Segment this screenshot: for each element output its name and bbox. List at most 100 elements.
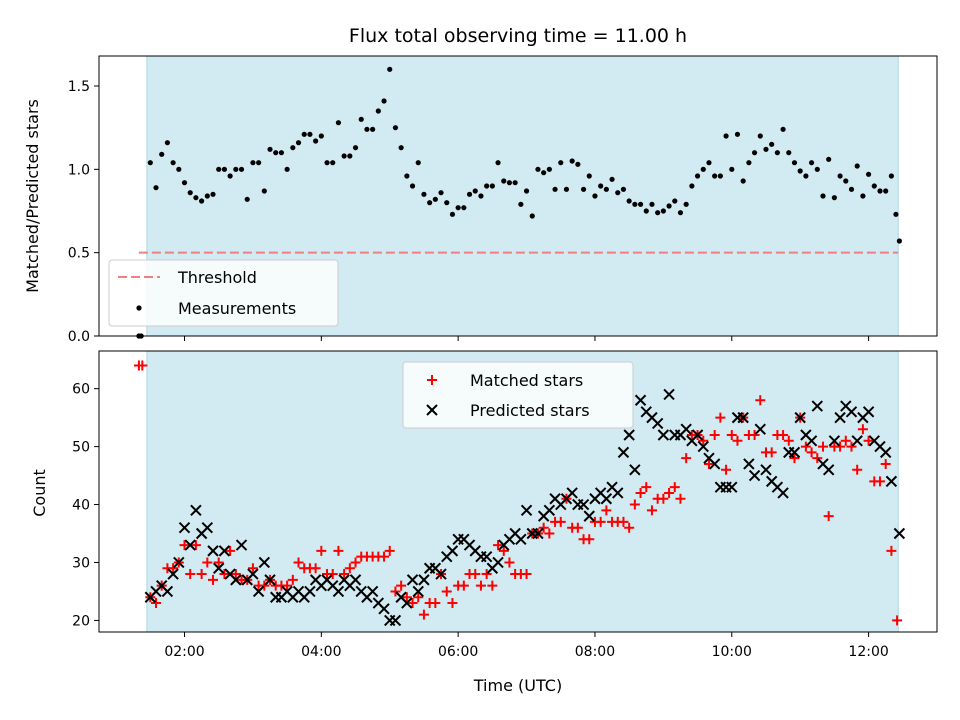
predicted-star-point [851,435,863,447]
measurement-point [392,125,399,131]
predicted-star-point [583,510,595,522]
measurement-point [751,150,758,156]
measurement-point [660,208,666,214]
measurement-point [643,208,649,214]
matched-star-point [230,569,241,580]
predicted-star-point [600,493,613,505]
matched-star-point [339,569,350,580]
matched-star-point [555,516,566,527]
measurement-point [221,166,228,172]
measurement-point [569,158,575,164]
predicted-star-point [680,423,692,435]
measurement-point [580,186,587,192]
measurement-point [609,176,615,182]
matched-star-point [766,447,777,458]
measurement-point [381,98,387,104]
measurement-point [432,196,438,202]
legend: Threshold Measurements [108,259,339,327]
measurement-point [256,160,262,166]
measurement-point [575,161,581,167]
measurement-point [683,201,689,207]
matched-star-point [137,360,148,371]
predicted-star-point [651,417,664,430]
predicted-star-point [737,411,749,424]
matched-star-point [407,598,418,609]
matched-star-point [783,435,794,446]
predicted-star-point [743,458,755,470]
measurement-point [438,190,444,196]
matched-star-point [629,499,640,510]
matched-star-point [327,569,338,580]
measurement-point [865,171,872,177]
x-tick-label: 02:00 [164,644,204,660]
predicted-star-point [264,574,276,586]
measurement-point [273,150,279,156]
legend: Matched stars Predicted stars [402,361,634,429]
predicted-star-point [663,388,675,401]
matched-star-point [521,569,532,580]
predicted-star-point [893,527,906,540]
measurement-point [791,160,798,166]
measurement-point [415,160,421,166]
measurement-point [461,205,467,211]
matched-star-point [681,453,692,464]
measurement-point [723,133,729,139]
matched-star-point [778,430,789,441]
measurement-point [896,238,902,244]
measurement-point [250,160,256,166]
matched-star-point [823,511,834,522]
matched-star-point [475,580,486,591]
measurement-point [466,191,473,197]
predicted-star-point [612,487,624,499]
matched-star-point [812,453,823,464]
matched-star-point [715,412,726,423]
measurement-point [478,193,484,199]
y-tick-label: 20 [72,613,90,629]
predicted-star-point [366,585,379,598]
predicted-star-point [230,574,242,586]
predicted-star-point [213,562,225,574]
measurement-point [786,150,792,156]
predicted-star-point [515,533,527,546]
measurement-point [341,153,347,159]
measurement-point [860,193,866,199]
x-tick-label: 04:00 [301,644,341,660]
measurement-point [261,188,267,194]
measurement-point [233,166,239,172]
legend-matched-label: Matched stars [470,371,583,390]
bottom-y-axis-label: Count [30,469,49,517]
matched-star-point [333,545,344,556]
measurement-point [181,180,188,186]
predicted-star-point [258,556,271,569]
predicted-star-point [184,539,196,551]
predicted-star-point [834,411,846,424]
matched-star-point [282,580,293,591]
measurement-point [893,211,899,217]
measurement-point [837,173,843,179]
y-tick-label: 30 [72,555,90,571]
predicted-star-point [304,585,316,598]
measurement-point [347,153,353,159]
measurement-point [672,198,678,204]
matched-star-point [618,516,629,527]
measurement-point [535,166,541,172]
predicted-star-point [412,585,424,598]
matched-star-point [430,598,441,609]
matched-star-point [384,545,395,556]
matched-star-point [441,586,452,597]
measurement-point [210,191,216,197]
predicted-star-point [167,568,179,580]
measurement-point [734,131,741,137]
measurement-point [427,200,433,206]
matched-star-point [498,545,509,556]
measurement-point [307,131,313,137]
predicted-star-point [811,400,823,412]
predicted-star-point [629,464,641,476]
y-tick-label: 50 [72,440,90,456]
matched-star-point [886,545,897,556]
predicted-star-point [406,574,419,586]
matched-star-point [458,580,469,591]
measurement-point [159,151,165,157]
measurement-point [409,183,416,189]
measurement-point [449,211,456,217]
